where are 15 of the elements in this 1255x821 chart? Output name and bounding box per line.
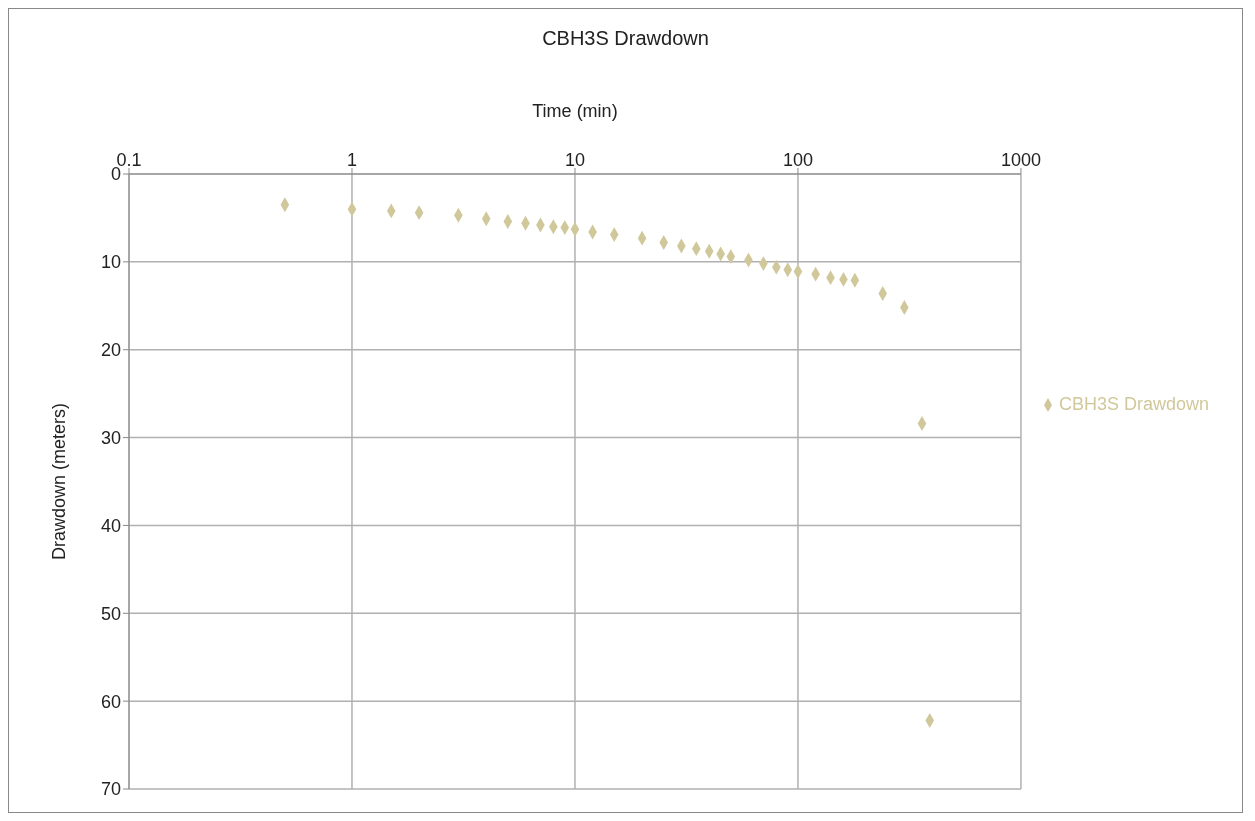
- y-tick-label: 60: [100, 691, 121, 712]
- x-axis-title: Time (min): [532, 100, 618, 121]
- chart-title: CBH3S Drawdown: [541, 27, 710, 50]
- legend-label: CBH3S Drawdown: [1058, 393, 1209, 414]
- x-tick-label: 10: [564, 150, 585, 170]
- x-tick-label: 1: [346, 150, 357, 170]
- y-tick-label: 40: [100, 515, 121, 536]
- x-tick-label: 1000: [1000, 150, 1041, 170]
- y-tick-label: 20: [100, 340, 121, 361]
- y-tick-label: 70: [100, 779, 121, 800]
- y-tick-label: 30: [100, 427, 121, 448]
- y-tick-label: 50: [100, 603, 121, 624]
- y-axis-title: Drawdown (meters): [49, 402, 70, 561]
- y-tick-label: 10: [100, 252, 121, 273]
- x-tick-label: 100: [782, 150, 813, 170]
